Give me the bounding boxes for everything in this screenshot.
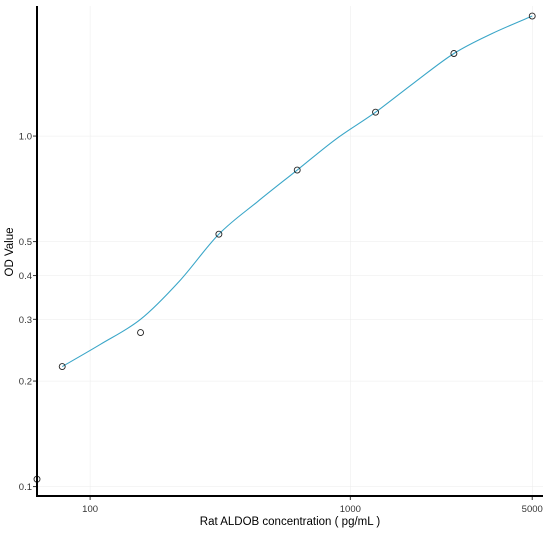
x-tick-label: 1000 [340, 504, 361, 515]
data-point [450, 50, 458, 57]
data-point [372, 108, 380, 116]
data-point [528, 12, 536, 20]
data-point [58, 363, 66, 371]
y-tick-label: 0.2 [19, 377, 32, 388]
grid-lines [37, 6, 543, 496]
plot-background [37, 6, 543, 496]
fit-curve-line [61, 15, 533, 368]
data-point [137, 329, 145, 337]
y-tick-label: 0.3 [19, 315, 32, 326]
data-point [293, 166, 301, 174]
y-tick-label: 0.5 [19, 237, 32, 248]
x-tick-label: 100 [82, 504, 98, 515]
y-axis-ticks: 0.1 0.2 0.3 0.4 0.5 1.0 [19, 132, 36, 493]
x-tick-label: 5000 [522, 504, 543, 515]
y-tick-label: 0.4 [19, 271, 32, 282]
y-tick-label: 1.0 [19, 132, 32, 143]
y-axis-title: OD Value [4, 227, 16, 276]
x-axis-ticks: 100 1000 5000 [82, 497, 543, 515]
y-tick-label: 0.1 [19, 482, 32, 493]
data-point [215, 230, 223, 238]
x-axis-title: Rat ALDOB concentration ( pg/mL ) [200, 516, 381, 528]
